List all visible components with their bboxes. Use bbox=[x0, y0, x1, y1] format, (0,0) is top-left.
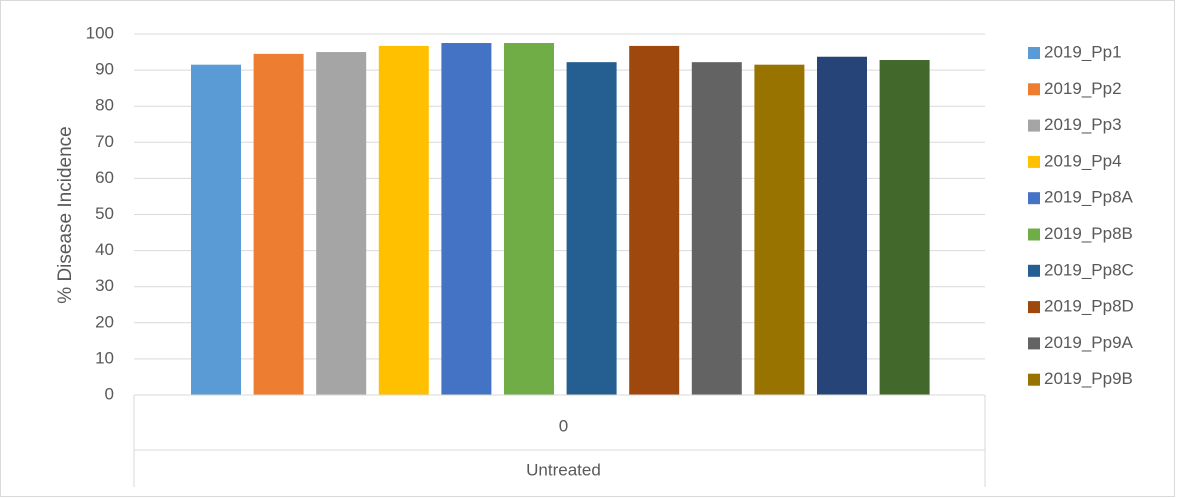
bar-series-4 bbox=[378, 45, 429, 396]
legend-label: 2019_Pp8B bbox=[1044, 224, 1133, 243]
legend-swatch bbox=[1028, 47, 1040, 59]
legend-label: 2019_Pp9B bbox=[1044, 369, 1133, 388]
legend-swatch bbox=[1028, 192, 1040, 205]
bar-series-12 bbox=[879, 59, 930, 395]
bar-series-3 bbox=[316, 52, 367, 396]
y-tick-label: 30 bbox=[95, 276, 114, 295]
y-tick-label: 60 bbox=[95, 168, 114, 187]
legend-label: 2019_Pp2 bbox=[1044, 79, 1122, 98]
y-tick-label: 90 bbox=[95, 60, 114, 79]
legend-label: 2019_Pp1 bbox=[1044, 42, 1122, 61]
bar-series-5 bbox=[441, 43, 492, 396]
legend-label: 2019_Pp8A bbox=[1044, 188, 1134, 207]
bar-series-7 bbox=[566, 62, 617, 396]
y-tick-label: 50 bbox=[95, 204, 114, 223]
legend-swatch bbox=[1028, 228, 1040, 241]
bar-series-9 bbox=[691, 62, 742, 396]
legend-swatch bbox=[1028, 264, 1040, 277]
legend-swatch bbox=[1028, 119, 1040, 132]
y-tick-label: 100 bbox=[86, 23, 114, 42]
axes: 0 10 20 30 40 50 60 70 80 90 100 0 Untreated bbox=[86, 23, 986, 487]
y-tick-label: 10 bbox=[95, 348, 114, 367]
bar-series-6 bbox=[504, 43, 554, 396]
y-tick-label: 40 bbox=[95, 240, 114, 259]
legend: 2019_Pp1 2019_Pp2 2019_Pp3 2019_Pp4 2019_Pp8… bbox=[1028, 42, 1134, 388]
legend-swatch bbox=[1028, 301, 1040, 314]
legend-swatch bbox=[1028, 373, 1040, 386]
bars bbox=[191, 43, 930, 396]
bar-series-2 bbox=[253, 53, 304, 395]
y-tick-label: 20 bbox=[95, 312, 114, 331]
legend-label: 2019_Pp3 bbox=[1044, 115, 1122, 134]
bar-series-1 bbox=[191, 64, 241, 395]
legend-swatch bbox=[1028, 83, 1040, 96]
legend-label: 2019_Pp4 bbox=[1044, 151, 1122, 170]
bar-series-10 bbox=[754, 64, 805, 395]
legend-label: 2019_Pp8D bbox=[1044, 297, 1134, 316]
legend-swatch bbox=[1028, 155, 1040, 168]
legend-label: 2019_Pp9A bbox=[1044, 333, 1134, 352]
bar-series-11 bbox=[817, 56, 867, 395]
legend-swatch bbox=[1028, 337, 1040, 350]
x-group-label: Untreated bbox=[526, 460, 601, 479]
y-tick-label: 0 bbox=[105, 384, 114, 403]
x-category-label: 0 bbox=[559, 416, 568, 435]
legend-label: 2019_Pp8C bbox=[1044, 260, 1134, 279]
bar-series-8 bbox=[629, 45, 680, 396]
y-axis-title: % Disease Incidence bbox=[55, 126, 76, 303]
y-tick-label: 80 bbox=[95, 96, 114, 115]
y-tick-label: 70 bbox=[95, 132, 114, 151]
